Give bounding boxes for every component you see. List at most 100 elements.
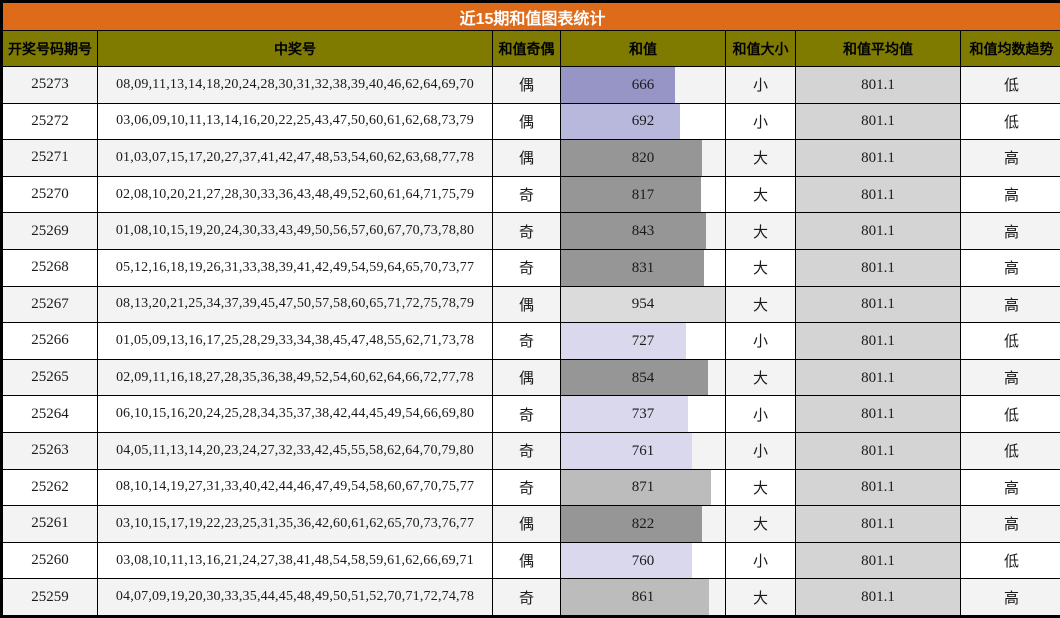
sum-average-bar — [796, 396, 960, 432]
sum-value-cell: 861 — [560, 578, 726, 616]
sum-value-text: 666 — [631, 76, 655, 93]
sum-parity-cell: 偶 — [492, 102, 561, 141]
sum-average-cell: 801.1 — [795, 395, 961, 433]
period-cell: 25268 — [2, 248, 98, 287]
period-cell: 25261 — [2, 505, 98, 543]
sum-average-cell: 801.1 — [795, 358, 961, 397]
sum-value-text: 820 — [631, 149, 655, 166]
sum-value-bar — [561, 250, 704, 286]
sum-value-bar — [561, 506, 703, 542]
period-cell: 25267 — [2, 285, 98, 324]
winning-numbers-cell: 02,08,10,20,21,27,28,30,33,36,43,48,49,5… — [97, 175, 493, 214]
sum-value-text: 854 — [631, 369, 655, 386]
sum-average-text: 801.1 — [861, 479, 895, 496]
sum-average-cell: 801.1 — [795, 139, 961, 177]
sum-value-text: 761 — [631, 442, 655, 459]
period-cell: 25269 — [2, 212, 98, 250]
sum-trend-cell: 高 — [959, 285, 1060, 324]
sum-average-bar — [796, 579, 960, 615]
period-cell: 25271 — [2, 139, 98, 177]
winning-numbers-cell: 03,08,10,11,13,16,21,24,27,38,41,48,54,5… — [97, 541, 493, 580]
sum-size-cell: 大 — [725, 468, 796, 507]
sum-value-bar — [561, 104, 680, 139]
sum-size-cell: 大 — [725, 358, 796, 397]
sum-value-bar — [561, 67, 676, 103]
table-row: 25265 02,09,11,16,18,27,28,35,36,38,49,5… — [2, 358, 1060, 397]
sum-average-bar — [796, 67, 960, 103]
period-cell: 25270 — [2, 175, 98, 214]
period-cell: 25266 — [2, 322, 98, 360]
sum-parity-cell: 偶 — [492, 66, 561, 104]
sum-parity-cell: 奇 — [492, 468, 561, 507]
sum-value-text: 861 — [631, 589, 655, 606]
sum-value-cell: 666 — [560, 66, 726, 104]
sum-trend-cell: 高 — [959, 212, 1060, 250]
sum-trend-cell: 高 — [959, 248, 1060, 287]
sum-average-cell: 801.1 — [795, 578, 961, 616]
sum-average-bar — [796, 287, 960, 322]
header-sum-size: 和值大小 — [725, 30, 796, 67]
header-winning-numbers: 中奖号 — [97, 30, 493, 67]
table-row: 25268 05,12,16,18,19,26,31,33,38,39,41,4… — [2, 248, 1060, 287]
winning-numbers-cell: 03,06,09,10,11,13,14,16,20,22,25,43,47,5… — [97, 102, 493, 141]
sum-value-bar — [561, 543, 692, 578]
sum-size-cell: 小 — [725, 322, 796, 360]
sum-value-cell: 727 — [560, 322, 726, 360]
sum-average-text: 801.1 — [861, 186, 895, 203]
sum-value-cell: 822 — [560, 505, 726, 543]
sum-value-text: 692 — [631, 113, 655, 130]
table-row: 25269 01,08,10,15,19,20,24,30,33,43,49,5… — [2, 212, 1060, 250]
sum-parity-cell: 奇 — [492, 175, 561, 214]
table-row: 25260 03,08,10,11,13,16,21,24,27,38,41,4… — [2, 541, 1060, 580]
winning-numbers-cell: 04,05,11,13,14,20,23,24,27,32,33,42,45,5… — [97, 431, 493, 470]
sum-parity-cell: 奇 — [492, 578, 561, 616]
winning-numbers-cell: 08,13,20,21,25,34,37,39,45,47,50,57,58,6… — [97, 285, 493, 324]
sum-value-text: 737 — [631, 406, 655, 423]
sum-average-bar — [796, 213, 960, 249]
sum-average-bar — [796, 104, 960, 139]
sum-size-cell: 小 — [725, 102, 796, 141]
sum-average-text: 801.1 — [861, 552, 895, 569]
sum-parity-cell: 偶 — [492, 505, 561, 543]
sum-average-text: 801.1 — [861, 149, 895, 166]
sum-average-cell: 801.1 — [795, 285, 961, 324]
title-row: 近15期和值图表统计 — [1, 2, 1060, 31]
table-row: 25263 04,05,11,13,14,20,23,24,27,32,33,4… — [2, 431, 1060, 470]
sum-average-bar — [796, 250, 960, 286]
sum-average-cell: 801.1 — [795, 212, 961, 250]
sum-average-cell: 801.1 — [795, 468, 961, 507]
sum-size-cell: 小 — [725, 541, 796, 580]
sum-average-text: 801.1 — [861, 442, 895, 459]
sum-value-cell: 737 — [560, 395, 726, 433]
sum-value-bar — [561, 177, 702, 212]
sum-trend-cell: 高 — [959, 175, 1060, 214]
sum-value-bar — [561, 433, 692, 469]
sum-size-cell: 大 — [725, 285, 796, 324]
header-sum-value: 和值 — [560, 30, 726, 67]
sum-value-cell: 843 — [560, 212, 726, 250]
sum-average-cell: 801.1 — [795, 66, 961, 104]
sum-trend-cell: 高 — [959, 505, 1060, 543]
sum-average-cell: 801.1 — [795, 175, 961, 214]
sum-value-bar — [561, 396, 688, 432]
sum-value-cell: 760 — [560, 541, 726, 580]
sum-value-text: 760 — [631, 552, 655, 569]
sum-average-text: 801.1 — [861, 515, 895, 532]
period-cell: 25264 — [2, 395, 98, 433]
sum-average-bar — [796, 360, 960, 395]
period-cell: 25272 — [2, 102, 98, 141]
winning-numbers-cell: 06,10,15,16,20,24,25,28,34,35,37,38,42,4… — [97, 395, 493, 433]
sum-average-text: 801.1 — [861, 296, 895, 313]
sum-value-text: 954 — [631, 296, 655, 313]
sum-parity-cell: 偶 — [492, 358, 561, 397]
sum-average-bar — [796, 543, 960, 578]
table-row: 25273 08,09,11,13,14,18,20,24,28,30,31,3… — [2, 66, 1060, 104]
table-row: 25264 06,10,15,16,20,24,25,28,34,35,37,3… — [2, 395, 1060, 433]
winning-numbers-cell: 04,07,09,19,20,30,33,35,44,45,48,49,50,5… — [97, 578, 493, 616]
sum-average-cell: 801.1 — [795, 505, 961, 543]
sum-trend-cell: 高 — [959, 468, 1060, 507]
sum-size-cell: 大 — [725, 505, 796, 543]
sum-value-text: 831 — [631, 259, 655, 276]
table-row: 25259 04,07,09,19,20,30,33,35,44,45,48,4… — [2, 578, 1060, 616]
sum-value-cell: 820 — [560, 139, 726, 177]
